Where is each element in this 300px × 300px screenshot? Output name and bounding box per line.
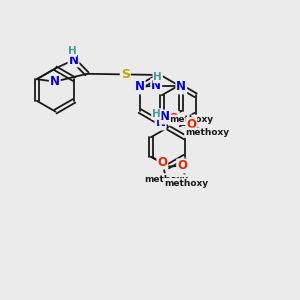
Text: methoxy: methoxy [144,175,188,184]
Text: H: H [68,46,76,56]
Text: N: N [151,79,161,92]
Text: N: N [68,53,79,67]
Text: S: S [121,68,130,81]
Text: O: O [169,112,179,125]
Text: O: O [186,118,196,131]
Text: H: H [153,72,162,82]
Text: methoxy: methoxy [185,128,229,137]
Text: H: H [152,109,161,119]
Text: methoxy: methoxy [164,179,208,188]
Text: N: N [176,80,186,94]
Text: N: N [155,116,166,130]
Text: O: O [157,156,167,169]
Text: N: N [160,110,170,124]
Text: methoxy: methoxy [169,115,213,124]
Text: N: N [135,80,145,94]
Text: N: N [50,75,60,88]
Text: O: O [177,159,187,172]
